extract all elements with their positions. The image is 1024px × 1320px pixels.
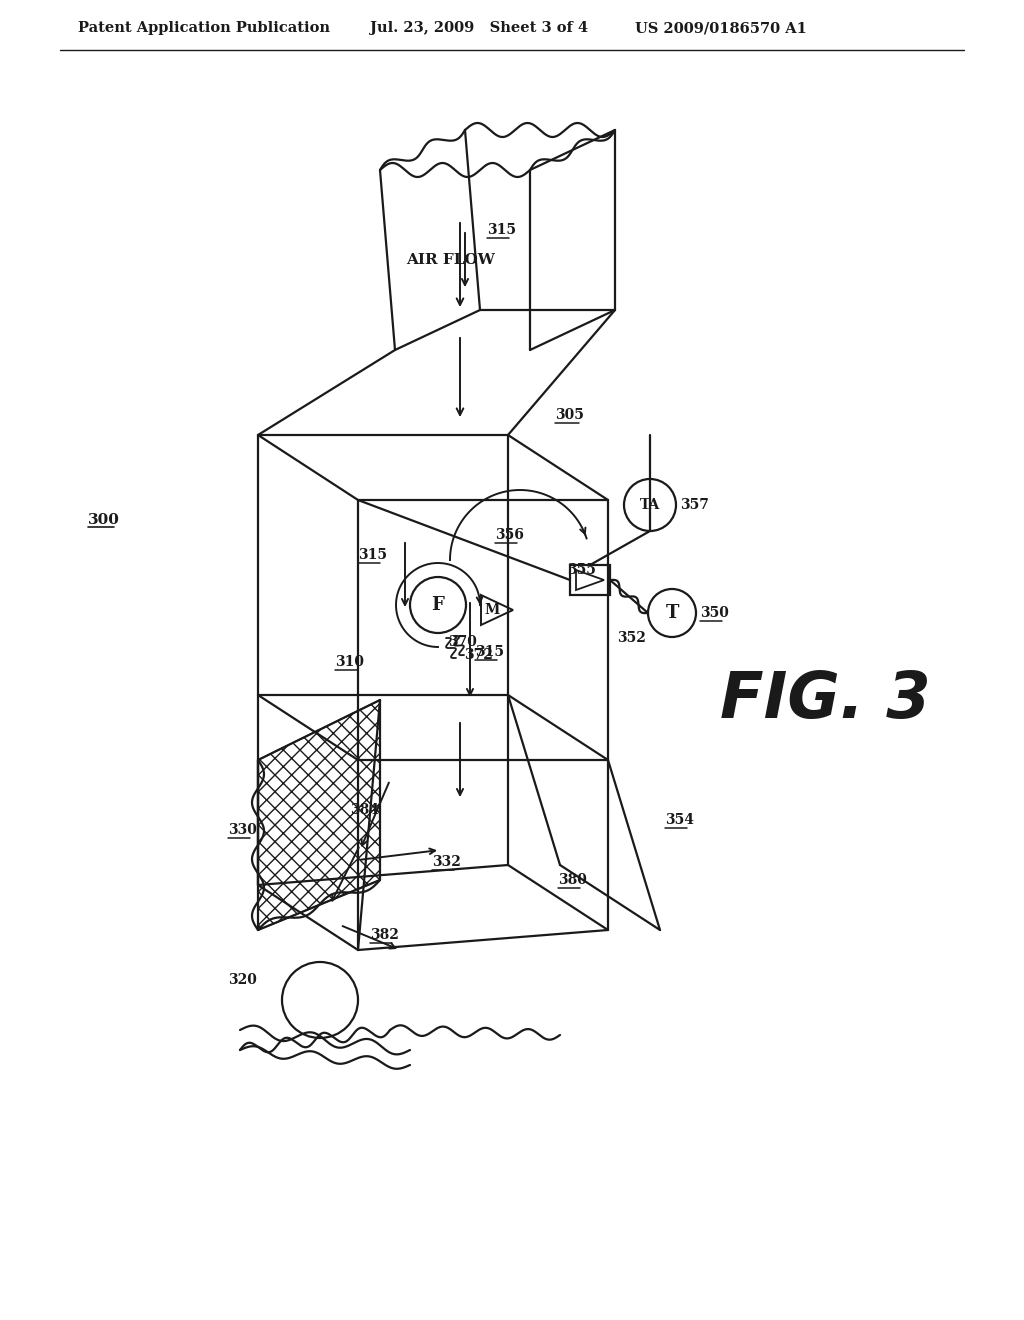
Text: 356: 356 <box>495 528 524 543</box>
Text: M: M <box>484 603 500 616</box>
Text: AIR FLOW: AIR FLOW <box>406 253 495 267</box>
Text: 332: 332 <box>432 855 461 869</box>
Text: 315: 315 <box>475 645 504 659</box>
Bar <box>570 565 610 595</box>
Text: Jul. 23, 2009   Sheet 3 of 4: Jul. 23, 2009 Sheet 3 of 4 <box>370 21 588 36</box>
Text: F: F <box>431 597 444 614</box>
Text: 354: 354 <box>665 813 694 828</box>
Text: 305: 305 <box>555 408 584 422</box>
Text: Patent Application Publication: Patent Application Publication <box>78 21 330 36</box>
Text: US 2009/0186570 A1: US 2009/0186570 A1 <box>635 21 807 36</box>
Text: 355: 355 <box>567 564 596 577</box>
Text: 382: 382 <box>370 928 399 942</box>
Text: 315: 315 <box>487 223 516 238</box>
Text: 320: 320 <box>228 973 257 987</box>
Text: FIG. 3: FIG. 3 <box>720 669 931 731</box>
Text: 352: 352 <box>617 631 646 645</box>
Text: 384: 384 <box>350 803 379 817</box>
Text: 350: 350 <box>700 606 729 620</box>
Text: TA: TA <box>640 498 660 512</box>
Text: 300: 300 <box>88 513 120 527</box>
Text: T: T <box>666 605 679 622</box>
Polygon shape <box>258 700 380 931</box>
Text: 372: 372 <box>464 648 493 663</box>
Text: 370: 370 <box>449 635 477 649</box>
Text: 330: 330 <box>228 822 257 837</box>
Text: 310: 310 <box>335 655 364 669</box>
Text: 357: 357 <box>680 498 709 512</box>
Text: 380: 380 <box>558 873 587 887</box>
Text: 315: 315 <box>358 548 387 562</box>
